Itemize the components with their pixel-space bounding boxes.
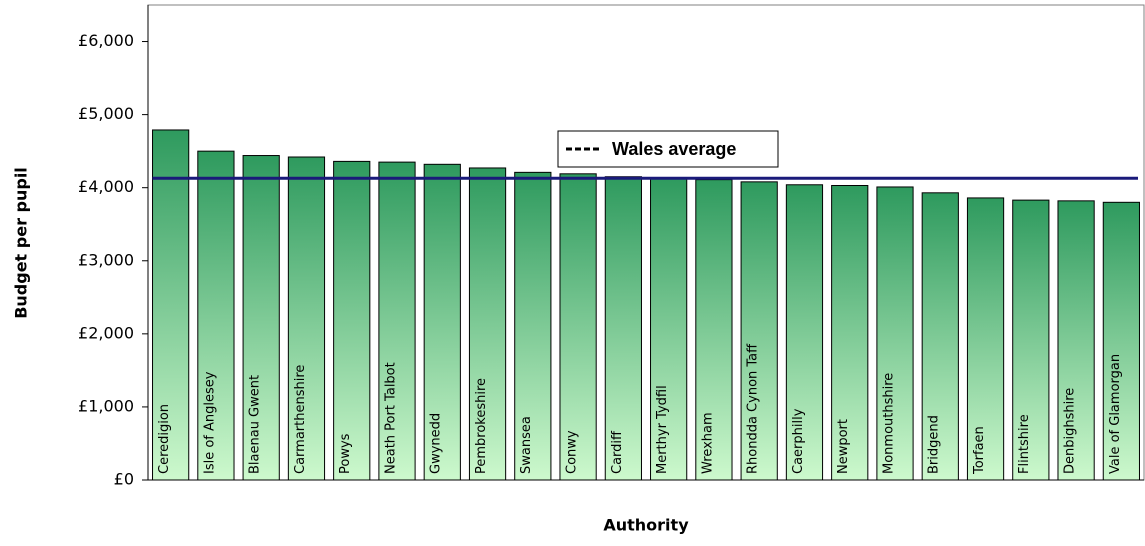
- bar: [468, 167, 507, 481]
- category-label: Isle of Anglesey: [202, 371, 217, 474]
- category-label: Cardiff: [610, 430, 625, 474]
- bar: [1057, 200, 1095, 481]
- category-label: Conwy: [564, 430, 579, 474]
- bar: [966, 197, 1005, 481]
- bar: [650, 177, 688, 481]
- category-label: Rhondda Cynon Taff: [746, 343, 761, 474]
- category-label: Newport: [836, 419, 851, 474]
- category-label: Denbighshire: [1062, 388, 1077, 474]
- bar: [559, 173, 597, 481]
- bar: [921, 192, 959, 481]
- category-label: Torfaen: [972, 426, 987, 475]
- bar: [152, 129, 190, 481]
- bar: [287, 156, 326, 481]
- category-label: Vale of Glamorgan: [1108, 354, 1123, 474]
- bar: [785, 184, 824, 481]
- bar: [423, 163, 461, 481]
- y-tick-label: £3,000: [78, 250, 134, 269]
- category-label: Merthyr Tydfil: [655, 385, 670, 474]
- y-tick-label: £1,000: [78, 396, 134, 415]
- category-label: Carmarthenshire: [293, 365, 308, 474]
- bar: [197, 150, 235, 481]
- category-label: Blaenau Gwent: [248, 375, 263, 474]
- bar: [876, 186, 914, 481]
- y-tick-label: £2,000: [78, 323, 134, 342]
- category-label: Pembrokeshire: [474, 378, 489, 474]
- bar: [740, 181, 778, 481]
- category-label: Ceredigion: [157, 404, 172, 474]
- bar: [1012, 199, 1050, 481]
- category-label: Bridgend: [927, 415, 942, 474]
- y-tick-label: £5,000: [78, 104, 134, 123]
- category-label: Swansea: [519, 416, 534, 474]
- bar: [333, 160, 371, 481]
- y-tick-label: £4,000: [78, 177, 134, 196]
- legend: Wales average: [557, 130, 779, 168]
- category-label: Caerphilly: [791, 408, 806, 474]
- bar: [831, 185, 869, 481]
- bar: [242, 155, 280, 481]
- bar: [378, 161, 416, 481]
- category-label: Gwynedd: [429, 413, 444, 474]
- category-label: Neath Port Talbot: [383, 362, 398, 474]
- category-label: Powys: [338, 433, 353, 474]
- category-label: Flintshire: [1017, 414, 1032, 474]
- x-axis-title: Authority: [603, 516, 689, 535]
- y-tick-label: £6,000: [78, 31, 134, 50]
- y-tick-label: £0: [114, 470, 134, 489]
- legend-label: Wales average: [612, 139, 736, 159]
- bar: [1102, 201, 1140, 481]
- category-label: Wrexham: [700, 412, 715, 474]
- bar: [604, 176, 642, 481]
- category-label: Monmouthshire: [881, 373, 896, 474]
- y-axis-title: Budget per pupil: [12, 167, 31, 319]
- bar: [695, 179, 733, 481]
